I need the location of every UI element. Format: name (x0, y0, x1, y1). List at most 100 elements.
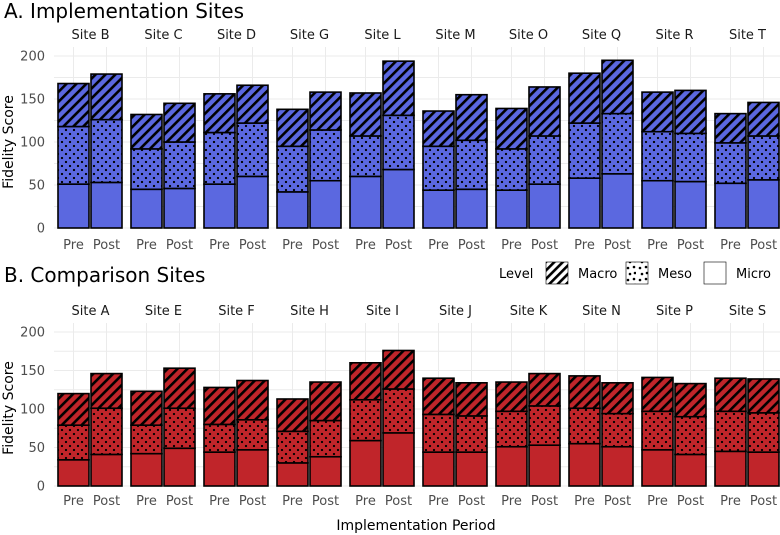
panel-a-bar-pattern-site-t-pre-macro (715, 113, 746, 143)
panel-b-bar-pattern-site-e-post-meso (164, 408, 195, 449)
panel-a-bar-site-b-pre-micro (57, 183, 90, 229)
panel-b-strip-site-n: Site N (582, 304, 621, 319)
panel-b-strip-site-k: Site K (510, 304, 548, 319)
panel-b-bar-pattern-site-h-post-meso (310, 420, 341, 457)
panel-b-bar-site-n-pre-micro (568, 442, 601, 487)
panel-a-y-tick-label: 0 (37, 222, 45, 237)
panel-b-bar-site-h-pre-micro (276, 462, 309, 487)
panel-a-bar-pattern-site-t-pre-meso (715, 142, 746, 184)
panel-a-bar-pattern-site-r-post-meso (675, 133, 706, 182)
panel-b-strip-site-e: Site E (145, 304, 182, 319)
panel-b-bar-pattern-site-s-post-macro (748, 378, 779, 413)
panel-b-bar-pattern-site-k-post-macro (529, 373, 560, 406)
panel-b-x-tick-site-s-post: Post (750, 494, 777, 509)
panel-b-bar-pattern-site-n-post-meso (602, 413, 633, 447)
panel-b-x-tick-site-k-post: Post (531, 494, 558, 509)
panel-a-x-tick-site-m-post: Post (458, 238, 485, 253)
panel-b-y-tick-label: 50 (28, 441, 45, 456)
panel-b-x-tick-site-e-post: Post (166, 494, 193, 509)
panel-b-bar-pattern-site-h-pre-macro (277, 398, 308, 432)
panel-b-bar-site-n-post-micro (601, 445, 634, 487)
panel-a-bar-pattern-site-c-pre-meso (131, 148, 162, 190)
panel-b-bar-site-e-post-micro (163, 447, 196, 487)
panel-a-bar-site-o-post-micro (528, 183, 561, 229)
panel-b-bar-pattern-site-i-post-macro (383, 350, 414, 389)
panel-a-x-tick-site-g-post: Post (312, 238, 339, 253)
panel-a-x-tick-site-r-pre: Pre (647, 238, 668, 253)
panel-a-bar-pattern-site-d-post-macro (237, 85, 268, 124)
panel-b-x-tick-site-e-pre: Pre (136, 494, 157, 509)
panel-b-bar-pattern-site-f-pre-meso (204, 424, 235, 453)
panel-b-x-tick-site-h-post: Post (312, 494, 339, 509)
panel-b-strip-site-p: Site P (656, 304, 693, 319)
panel-a-title: A. Implementation Sites (4, 0, 244, 23)
panel-b-y-tick-label: 200 (20, 326, 45, 341)
panel-b-bar-pattern-site-s-pre-meso (715, 411, 746, 452)
panel-b-x-tick-site-j-pre: Pre (428, 494, 449, 509)
panel-b-x-tick-site-n-pre: Pre (574, 494, 595, 509)
panel-b-bar-pattern-site-i-post-meso (383, 388, 414, 433)
legend-label-macro: Macro (578, 267, 617, 282)
panel-a-bar-pattern-site-c-post-macro (164, 103, 195, 142)
panel-b-strip-site-f: Site F (218, 304, 255, 319)
panel-a-bar-pattern-site-g-pre-macro (277, 109, 308, 147)
panel-b-x-tick-site-j-post: Post (458, 494, 485, 509)
panel-b-bar-site-p-post-micro (674, 453, 707, 487)
panel-a-x-tick-site-m-pre: Pre (428, 238, 449, 253)
panel-a-bar-site-m-post-micro (455, 188, 488, 229)
panel-a-x-tick-site-d-post: Post (239, 238, 266, 253)
panel-a-y-tick-label: 200 (20, 50, 45, 65)
panel-a-bar-pattern-site-l-post-macro (383, 61, 414, 116)
panel-a-plot: 0 50 100 150 200 Site B Pre Post Site C Pre Post Si… (20, 28, 780, 253)
panel-a-bar-pattern-site-g-pre-meso (277, 146, 308, 192)
panel-a-x-tick-site-d-pre: Pre (209, 238, 230, 253)
panel-a-bar-pattern-site-b-post-macro (91, 74, 122, 120)
panel-a-bar-site-t-pre-micro (714, 182, 747, 229)
panel-b-strip-site-j: Site J (439, 304, 472, 319)
panel-a-bar-pattern-site-q-post-meso (602, 113, 633, 174)
panel-a-bar-pattern-site-l-pre-macro (350, 92, 381, 136)
panel-a-bar-pattern-site-q-post-macro (602, 60, 633, 114)
panel-b-bar-pattern-site-e-post-macro (164, 368, 195, 409)
panel-a-bar-pattern-site-d-pre-meso (204, 132, 235, 185)
panel-b-bar-pattern-site-a-pre-meso (58, 425, 89, 460)
panel-b-bar-site-a-post-micro (90, 453, 123, 487)
panel-b-x-tick-site-n-post: Post (604, 494, 631, 509)
panel-b-bar-pattern-site-j-pre-meso (423, 414, 454, 453)
legend-title: Level (499, 267, 533, 282)
panel-a-bar-pattern-site-m-pre-macro (423, 111, 454, 147)
panel-a-strip-site-c: Site C (144, 28, 182, 43)
panel-a-strip-site-r: Site R (655, 28, 693, 43)
panel-a-bar-site-c-post-micro (163, 187, 196, 229)
panel-b-bar-pattern-site-n-pre-macro (569, 375, 600, 409)
panel-b-bar-pattern-site-f-post-meso (237, 419, 268, 450)
panel-b-x-tick-site-f-pre: Pre (209, 494, 230, 509)
panel-a-bar-pattern-site-r-pre-meso (642, 131, 673, 181)
panel-b-bar-site-p-pre-micro (641, 449, 674, 487)
panel-b-bar-pattern-site-h-post-macro (310, 382, 341, 421)
panel-a-strip-site-o: Site O (509, 28, 548, 43)
panel-b-bar-pattern-site-k-pre-meso (496, 411, 527, 447)
panel-b-bar-pattern-site-p-pre-macro (642, 377, 673, 412)
panel-b-strip-site-i: Site I (366, 304, 399, 319)
panel-a-bar-pattern-site-r-post-macro (675, 90, 706, 134)
panel-a-bar-site-o-pre-micro (495, 189, 528, 229)
panel-b-bar-site-k-post-micro (528, 444, 561, 487)
panel-a-bar-site-l-post-micro (382, 168, 415, 229)
panel-b-strip-site-a: Site A (72, 304, 110, 319)
panel-b-bar-pattern-site-p-post-macro (675, 383, 706, 417)
panel-b-bar-pattern-site-i-pre-macro (350, 362, 381, 400)
panel-b-x-tick-site-k-pre: Pre (501, 494, 522, 509)
panel-b-bar-pattern-site-n-post-macro (602, 382, 633, 414)
legend-label-meso: Meso (658, 267, 692, 282)
panel-a-strip-site-t: Site T (729, 28, 766, 43)
panel-b-bar-site-s-pre-micro (714, 450, 747, 487)
panel-a-bar-pattern-site-c-post-meso (164, 142, 195, 189)
panel-a-strip-site-b: Site B (71, 28, 109, 43)
legend: Level Macro Meso Micro (499, 261, 771, 285)
panel-a-bar-pattern-site-q-pre-macro (569, 73, 600, 124)
panel-b-bar-pattern-site-f-post-macro (237, 380, 268, 420)
panel-a-bar-site-t-post-micro (747, 179, 780, 229)
panel-a-strip-site-q: Site Q (582, 28, 621, 43)
panel-a-y-tick-label: 50 (28, 179, 45, 194)
